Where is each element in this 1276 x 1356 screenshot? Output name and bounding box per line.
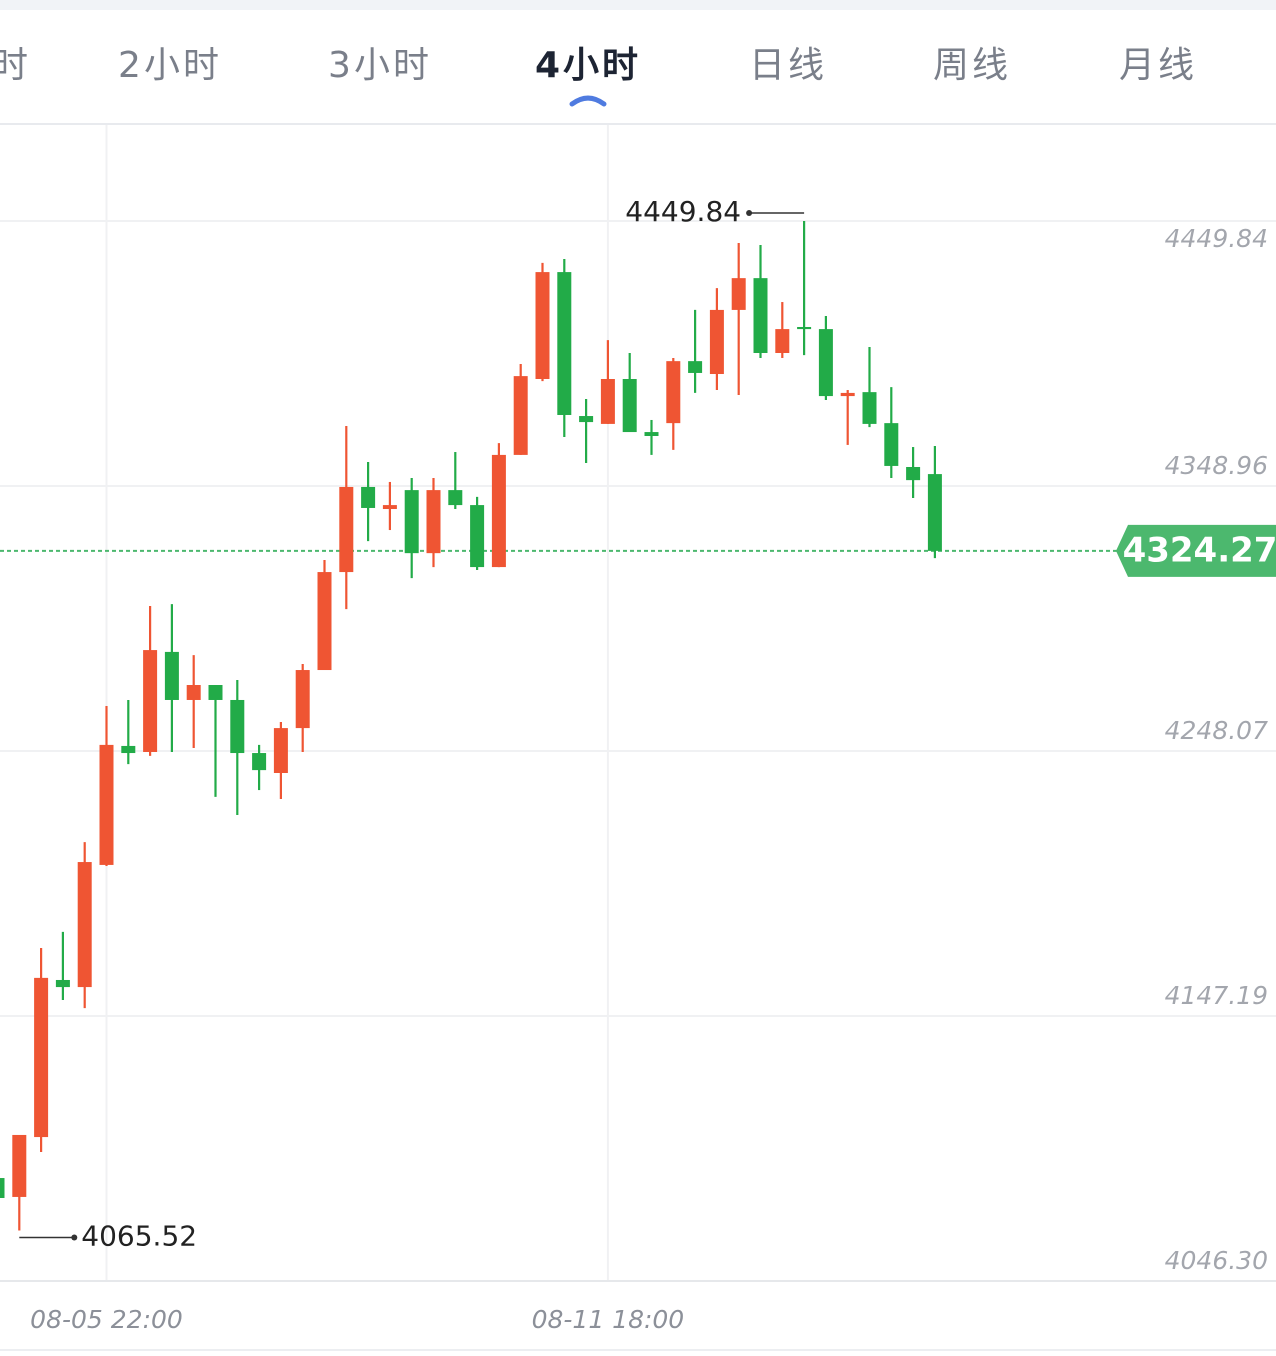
candle-body xyxy=(55,979,70,988)
tab[interactable]: 2小时 xyxy=(118,45,222,86)
candle-body xyxy=(273,728,288,774)
candle-body xyxy=(600,378,615,424)
candle-body xyxy=(382,505,397,510)
candle-body xyxy=(186,685,201,700)
tab-bar: 时 2小时 3小时 4小时 日线 周线 月线 xyxy=(0,45,1197,107)
candle-body xyxy=(470,505,485,568)
tab[interactable]: 时 xyxy=(0,45,31,86)
tab[interactable]: 周线 xyxy=(933,45,1011,86)
candle-body xyxy=(535,272,550,379)
candle-body xyxy=(709,309,724,375)
candle-body xyxy=(862,392,877,424)
candle-body xyxy=(339,486,354,573)
candle-body xyxy=(818,329,833,397)
candle-body xyxy=(164,651,179,700)
tab[interactable]: 4小时 xyxy=(535,45,641,86)
candle-body xyxy=(906,466,921,481)
candle-body xyxy=(77,862,92,988)
candle-body xyxy=(579,416,594,423)
candle-body xyxy=(688,361,703,373)
candle-body xyxy=(840,392,855,397)
active-indicator xyxy=(569,95,607,107)
candle-body xyxy=(230,699,245,754)
candle-body xyxy=(208,685,223,700)
candle-body xyxy=(252,753,267,771)
candle-body xyxy=(666,361,681,424)
x-tick-label: 08-05 22:00 xyxy=(30,1305,183,1334)
max-marker-dot xyxy=(746,210,753,217)
candle-body xyxy=(927,474,942,551)
y-tick-label: 4046.30 xyxy=(1165,1246,1268,1275)
top-strip xyxy=(0,0,1276,10)
candle-body xyxy=(426,490,441,554)
candle-body xyxy=(317,572,332,671)
chart: 08-05 22:00 08-11 18:00 4449.84 4348.96 4248… xyxy=(0,125,1276,1334)
candle-body xyxy=(12,1134,27,1197)
candle-body xyxy=(884,423,899,466)
min-label: 4065.52 xyxy=(81,1220,197,1253)
candle-body xyxy=(448,490,463,506)
tab[interactable]: 日线 xyxy=(749,45,827,86)
candle-body xyxy=(99,744,114,865)
candle-body xyxy=(295,670,310,729)
candle-body xyxy=(644,432,659,436)
max-label: 4449.84 xyxy=(625,195,741,228)
candle-body xyxy=(775,329,790,353)
candle-body xyxy=(731,278,746,310)
min-marker-dot xyxy=(71,1234,78,1241)
tab[interactable]: 月线 xyxy=(1119,45,1197,86)
candle-body xyxy=(557,272,572,415)
candle-body xyxy=(491,454,506,568)
candle-body xyxy=(753,278,768,353)
last-price-label: 4324.27 xyxy=(1123,530,1276,570)
y-tick-label: 4248.07 xyxy=(1165,716,1268,745)
y-tick-label: 4348.96 xyxy=(1165,451,1268,480)
tab[interactable]: 3小时 xyxy=(328,45,432,86)
candle-body xyxy=(361,486,376,508)
candle-body xyxy=(404,490,419,554)
candle-body xyxy=(513,376,528,455)
candle-body xyxy=(121,745,136,754)
candle-body xyxy=(34,977,49,1138)
last-price-tag xyxy=(1116,524,1276,577)
candle-body xyxy=(143,650,158,752)
x-tick-label: 08-11 18:00 xyxy=(532,1305,685,1334)
y-tick-label: 4147.19 xyxy=(1165,981,1268,1010)
y-tick-label: 4449.84 xyxy=(1165,224,1268,253)
candle-body xyxy=(622,378,637,433)
candle-body xyxy=(797,326,812,330)
candle-body xyxy=(0,1178,5,1198)
